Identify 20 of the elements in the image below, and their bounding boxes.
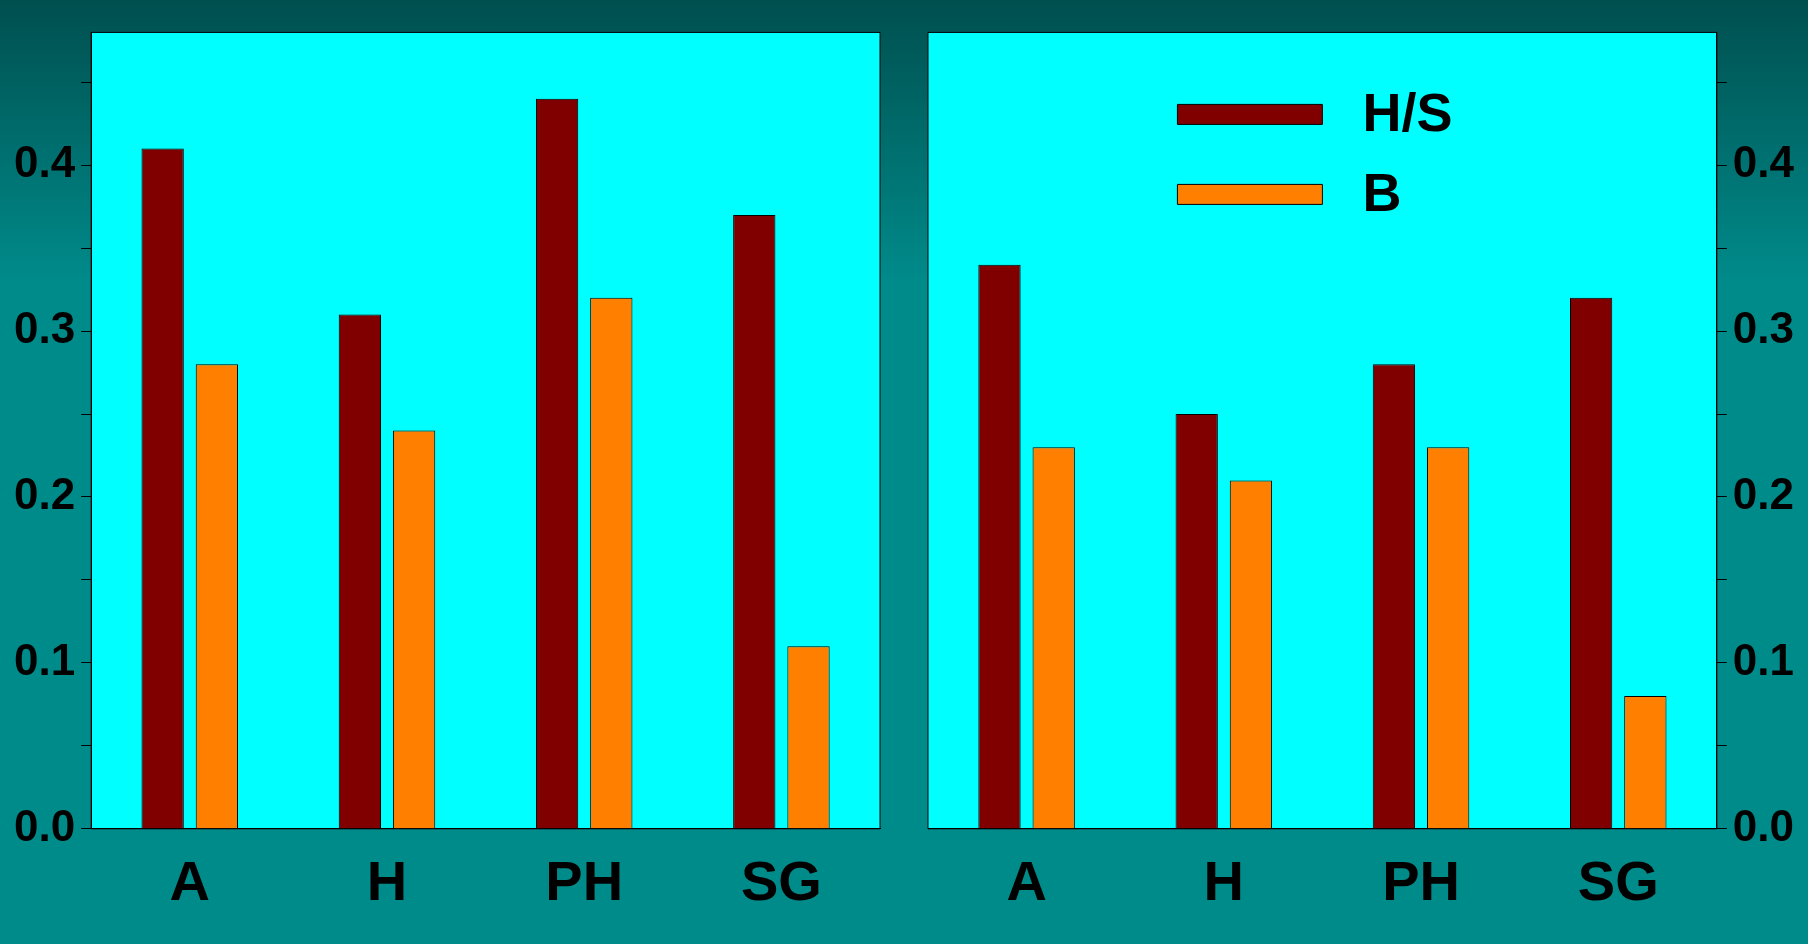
legend-label: B xyxy=(1362,162,1402,223)
y-tick-label: 0.3 xyxy=(13,303,76,353)
y-tick-label: 0.2 xyxy=(13,469,76,519)
x-tick-label: PH xyxy=(1382,848,1460,912)
y2-tick-label: 0.3 xyxy=(1732,303,1795,353)
x-tick-label: H xyxy=(1203,848,1245,912)
y-tick-label: 0.4 xyxy=(13,137,76,187)
x-tick-label: H xyxy=(366,848,408,912)
x-tick-label: PH xyxy=(545,848,624,912)
x-tick-label: A xyxy=(1006,848,1047,912)
x-tick-label: A xyxy=(169,848,210,912)
y2-tick-label: 0.1 xyxy=(1732,635,1795,685)
x-tick-label: SG xyxy=(1577,848,1659,912)
legend-label: H/S xyxy=(1362,82,1453,143)
y-tick-label: 0.1 xyxy=(13,635,76,685)
y-tick-label: 0.0 xyxy=(13,800,76,850)
y2-tick-label: 0.0 xyxy=(1732,800,1795,850)
x-tick-label: SG xyxy=(740,848,822,912)
y2-tick-label: 0.4 xyxy=(1732,137,1795,187)
y2-tick-label: 0.2 xyxy=(1732,469,1795,519)
